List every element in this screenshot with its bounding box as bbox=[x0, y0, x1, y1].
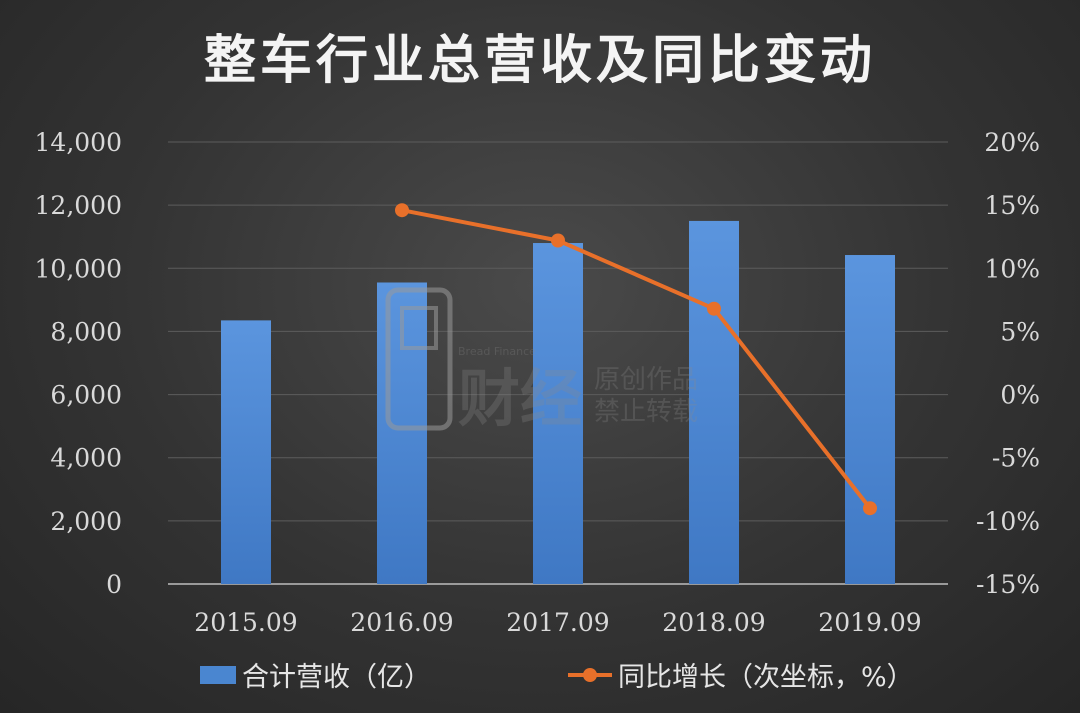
watermark-line2: 禁止转载 bbox=[594, 397, 698, 427]
bar-2018.09 bbox=[689, 220, 739, 584]
right-tick-label: -10% bbox=[976, 507, 1040, 536]
bar-2015.09 bbox=[221, 320, 271, 584]
right-tick-label: 0% bbox=[1000, 381, 1040, 410]
legend: 合计营收（亿） 同比增长（次坐标，%） bbox=[200, 662, 914, 693]
x-tick-label: 2018.09 bbox=[662, 608, 765, 637]
chart-title: 整车行业总营收及同比变动 bbox=[204, 31, 876, 91]
left-tick-label: 2,000 bbox=[50, 507, 122, 536]
growth-point-2017.09 bbox=[551, 233, 565, 248]
x-tick-label: 2016.09 bbox=[350, 608, 453, 637]
watermark: Bread Finance 财经 原创作品 禁止转载 bbox=[385, 287, 698, 435]
legend-bar-label: 合计营收（亿） bbox=[242, 662, 431, 693]
growth-point-2016.09 bbox=[395, 203, 409, 218]
watermark-brand-en: Bread Finance bbox=[458, 345, 536, 358]
right-tick-label: 5% bbox=[1000, 317, 1040, 346]
left-tick-label: 8,000 bbox=[50, 317, 122, 346]
left-tick-label: 0 bbox=[106, 570, 122, 599]
left-tick-label: 14,000 bbox=[35, 128, 122, 157]
growth-point-2018.09 bbox=[707, 301, 721, 316]
right-axis-ticks: -15% -10% -5% 0% 5% 10% 15% 20% bbox=[976, 128, 1040, 599]
left-tick-label: 10,000 bbox=[35, 254, 122, 283]
legend-bar-swatch bbox=[200, 666, 236, 684]
right-tick-label: -5% bbox=[992, 444, 1040, 473]
bread-logo-icon bbox=[385, 287, 453, 431]
x-tick-label: 2015.09 bbox=[194, 608, 297, 637]
bar-series bbox=[221, 220, 895, 585]
watermark-line1: 原创作品 bbox=[594, 365, 698, 395]
legend-line-label: 同比增长（次坐标，%） bbox=[618, 662, 914, 693]
legend-line-marker bbox=[583, 668, 597, 682]
right-tick-label: 10% bbox=[984, 254, 1040, 283]
right-tick-label: 15% bbox=[984, 191, 1040, 220]
x-axis-ticks: 2015.09 2016.09 2017.09 2018.09 2019.09 bbox=[194, 608, 921, 637]
growth-point-2019.09 bbox=[863, 501, 877, 516]
bar-2017.09 bbox=[533, 243, 583, 584]
left-tick-label: 6,000 bbox=[50, 381, 122, 410]
x-tick-label: 2019.09 bbox=[818, 608, 921, 637]
bread-logo-inner bbox=[400, 306, 438, 350]
watermark-brand-cn: 财经 bbox=[458, 362, 582, 435]
growth-line bbox=[401, 208, 872, 510]
left-tick-label: 4,000 bbox=[50, 444, 122, 473]
right-tick-label: 20% bbox=[984, 128, 1040, 157]
bar-2019.09 bbox=[845, 255, 895, 585]
left-axis-ticks: 0 2,000 4,000 6,000 8,000 10,000 12,000 14,000 bbox=[35, 128, 122, 599]
x-tick-label: 2017.09 bbox=[506, 608, 609, 637]
line-series bbox=[395, 203, 877, 516]
right-tick-label: -15% bbox=[976, 570, 1040, 599]
left-tick-label: 12,000 bbox=[35, 191, 122, 220]
